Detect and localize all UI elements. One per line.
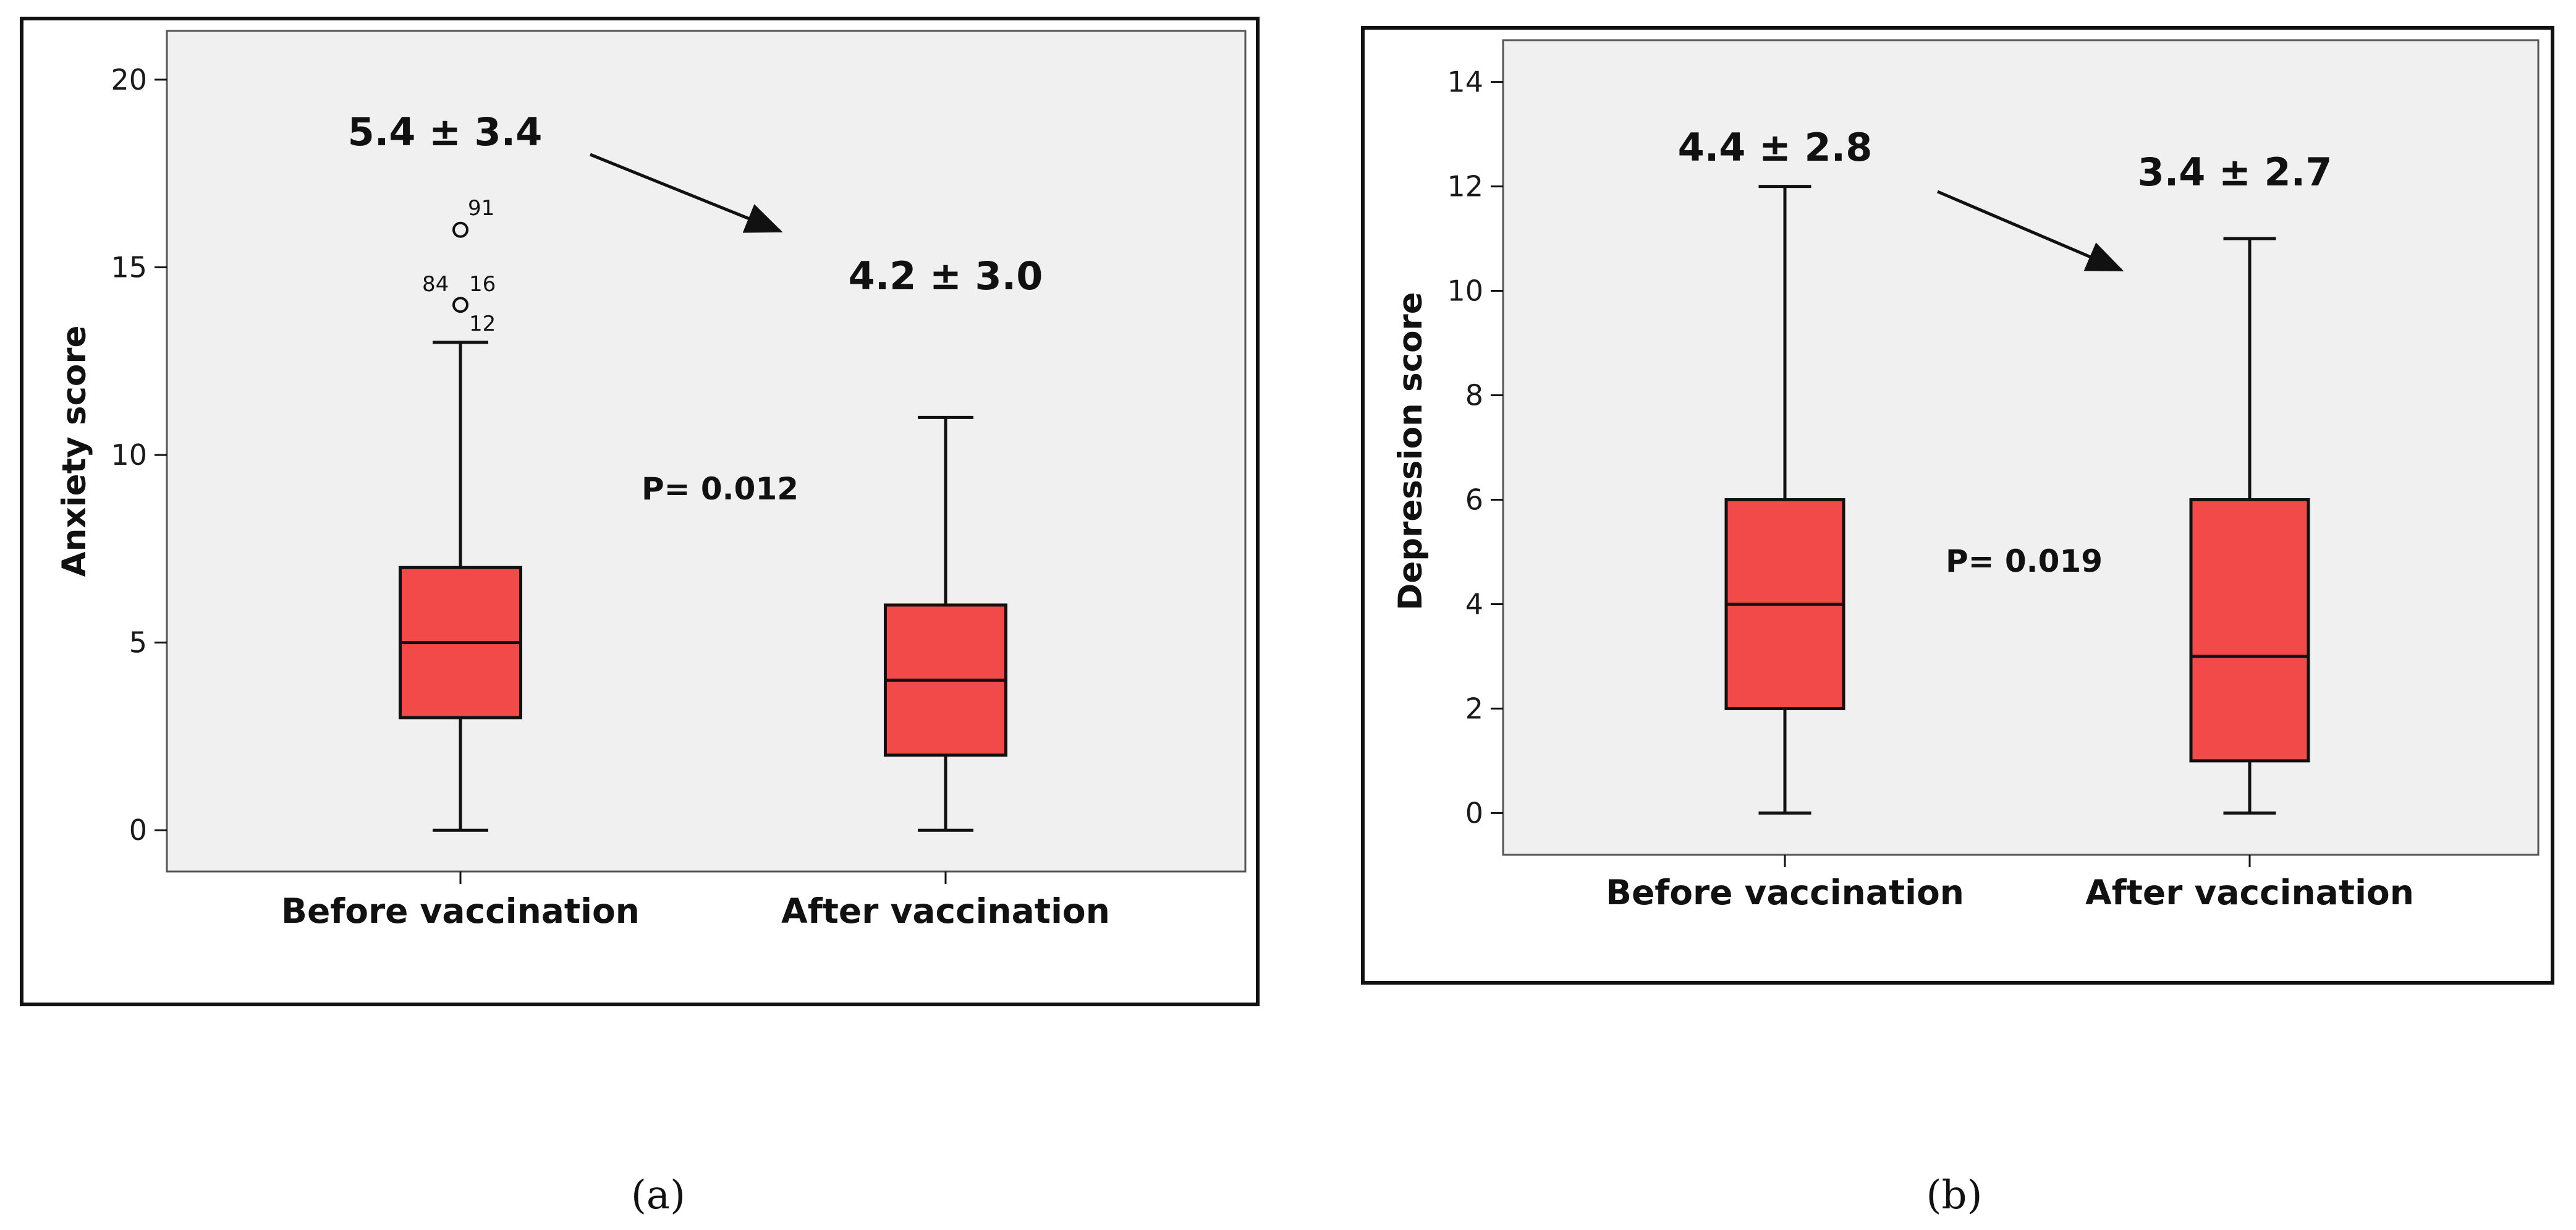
panel-b-y-tick-label-0: 0 <box>1465 796 1483 829</box>
panel-a-label: (a) <box>631 1173 685 1218</box>
panel-a-box-after <box>884 415 1007 832</box>
panel-b-category-before: Before vaccination <box>1606 873 1964 912</box>
panel-b-y-tick-label-8: 8 <box>1465 379 1483 412</box>
panel-b-y-tick-label-12: 12 <box>1447 170 1483 203</box>
panel-a-outlier-label-91: 91 <box>468 196 494 221</box>
panel-a-category-before: Before vaccination <box>281 891 640 931</box>
panel-a-y-tick-label-5: 5 <box>129 626 147 660</box>
panel-a-boxes: 91 84 16 12 <box>399 196 1007 832</box>
panel-b-after-mean-sd: 3.4 ± 2.7 <box>2138 150 2332 195</box>
panel-b-y-tick-label-4: 4 <box>1465 587 1483 621</box>
panel-b-label: (b) <box>1926 1173 1983 1218</box>
panel-a-plot-area <box>166 30 1247 873</box>
panel-a-y-axis-label: Anxiety score <box>56 326 93 577</box>
panel-b-box-after <box>2189 237 2310 815</box>
panel-b-trend-arrow <box>1937 190 2124 272</box>
panel-b-plot-area <box>1502 39 2540 856</box>
panel-a-anxiety: 0 5 10 15 20 91 84 16 12 Anxiety score Before v… <box>20 17 1260 1006</box>
panel-b-p-value: P= 0.019 <box>1946 543 2103 579</box>
panel-a-before-mean-sd: 5.4 ± 3.4 <box>348 109 543 155</box>
panel-a-y-tick-label-10: 10 <box>111 438 147 472</box>
panel-a-outlier-label-84: 84 <box>422 272 449 297</box>
panel-b-before-mean-sd: 4.4 ± 2.8 <box>1678 125 1873 170</box>
panel-a-outlier-label-12: 12 <box>469 312 496 336</box>
panel-b-box-before <box>1724 185 1845 815</box>
panel-a-outlier-label-16: 16 <box>469 272 496 297</box>
panel-a-y-axis: 0 5 10 15 20 <box>111 63 947 884</box>
panel-a-box-before: 91 84 16 12 <box>399 196 522 832</box>
panel-b-y-axis-label: Depression score <box>1392 292 1430 610</box>
panel-a-p-value: P= 0.012 <box>642 471 799 507</box>
panel-b-depression: 0 2 4 6 8 10 12 14 Depression score Before vacc… <box>1361 26 2554 985</box>
panel-a-trend-arrow <box>590 153 783 233</box>
panel-b-iqr-box-after <box>2189 498 2310 763</box>
panel-b-y-tick-label-14: 14 <box>1447 66 1483 99</box>
panel-a-outlier-16 <box>452 221 468 238</box>
panel-b-y-tick-label-10: 10 <box>1447 274 1483 308</box>
panel-a-y-tick-label-20: 20 <box>111 63 147 96</box>
panel-a-y-tick-label-15: 15 <box>111 251 147 284</box>
panel-a-after-mean-sd: 4.2 ± 3.0 <box>849 253 1043 299</box>
panel-b-y-tick-label-2: 2 <box>1465 692 1483 725</box>
panel-b-category-after: After vaccination <box>2085 873 2414 912</box>
panel-a-category-after: After vaccination <box>781 891 1110 931</box>
panel-b-boxes <box>1724 185 2310 815</box>
panel-a-outlier-14 <box>452 297 468 313</box>
panel-b-y-tick-label-6: 6 <box>1465 483 1483 516</box>
panel-b-y-axis: 0 2 4 6 8 10 12 14 <box>1447 66 2251 867</box>
panel-a-y-tick-label-0: 0 <box>129 813 147 847</box>
